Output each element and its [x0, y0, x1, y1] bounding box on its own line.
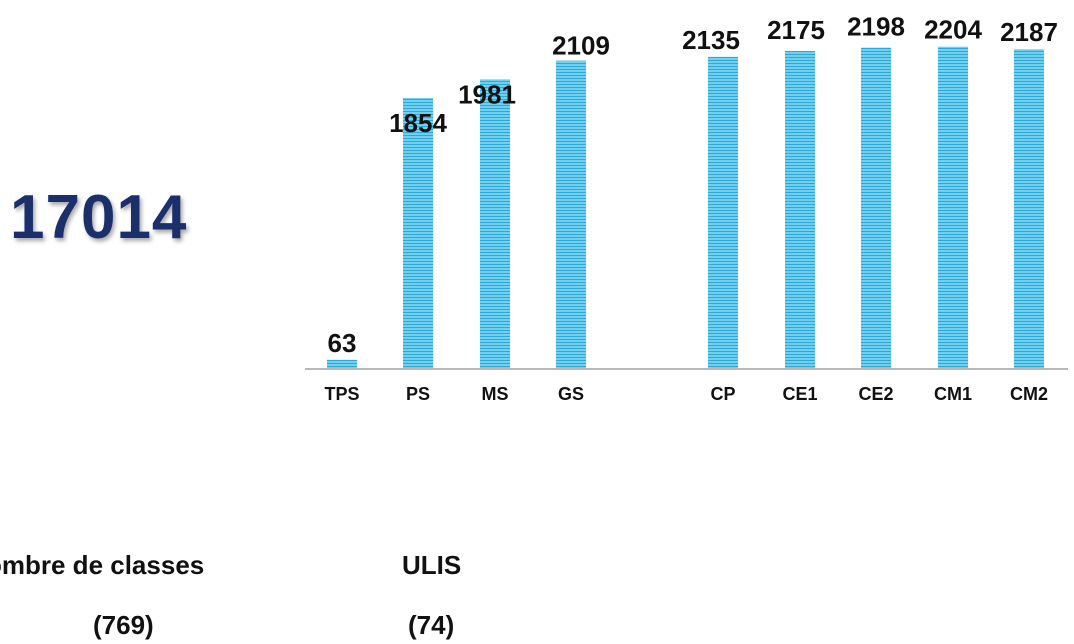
tick-label-ce2: CE2: [858, 384, 893, 404]
data-label-tps: 63: [328, 328, 357, 358]
tick-label-cm1: CM1: [934, 384, 972, 404]
data-label-cp: 2135: [682, 25, 740, 55]
data-label-ps: 1854: [389, 108, 447, 138]
tick-label-ce1: CE1: [782, 384, 817, 404]
ulis-value: (74): [408, 610, 455, 640]
tick-label-gs: GS: [558, 384, 584, 404]
bar-ce1: [785, 50, 815, 369]
bar-cp: [708, 56, 738, 370]
tick-label-cm2: CM2: [1010, 384, 1048, 404]
bar-ps: [403, 97, 433, 370]
ulis-label: ULIS: [402, 550, 462, 580]
bar-tps: [327, 359, 357, 369]
bar-chart: TPS PS MS GS CP CE1 CE2 CM1 CM2 63 1854 1981 2109 21…: [305, 12, 1068, 404]
total-value: 17014: [10, 183, 188, 252]
classes-count-value: (769): [93, 610, 154, 640]
data-label-cm1: 2204: [924, 15, 982, 45]
data-label-cm2: 2187: [1000, 17, 1058, 47]
tick-label-ms: MS: [482, 384, 509, 404]
data-label-ms: 1981: [458, 79, 516, 109]
tick-label-tps: TPS: [324, 384, 359, 404]
tick-label-cp: CP: [710, 384, 735, 404]
data-label-ce2: 2198: [847, 12, 905, 42]
data-label-gs: 2109: [552, 31, 610, 61]
bar-ce2: [861, 47, 891, 370]
bar-gs: [556, 60, 586, 369]
bar-cm1: [938, 46, 968, 369]
bar-cm2: [1014, 49, 1044, 369]
bar-ms: [480, 79, 510, 370]
classes-count-label: ombre de classes: [0, 550, 205, 580]
data-label-ce1: 2175: [767, 15, 825, 45]
tick-label-ps: PS: [406, 384, 430, 404]
